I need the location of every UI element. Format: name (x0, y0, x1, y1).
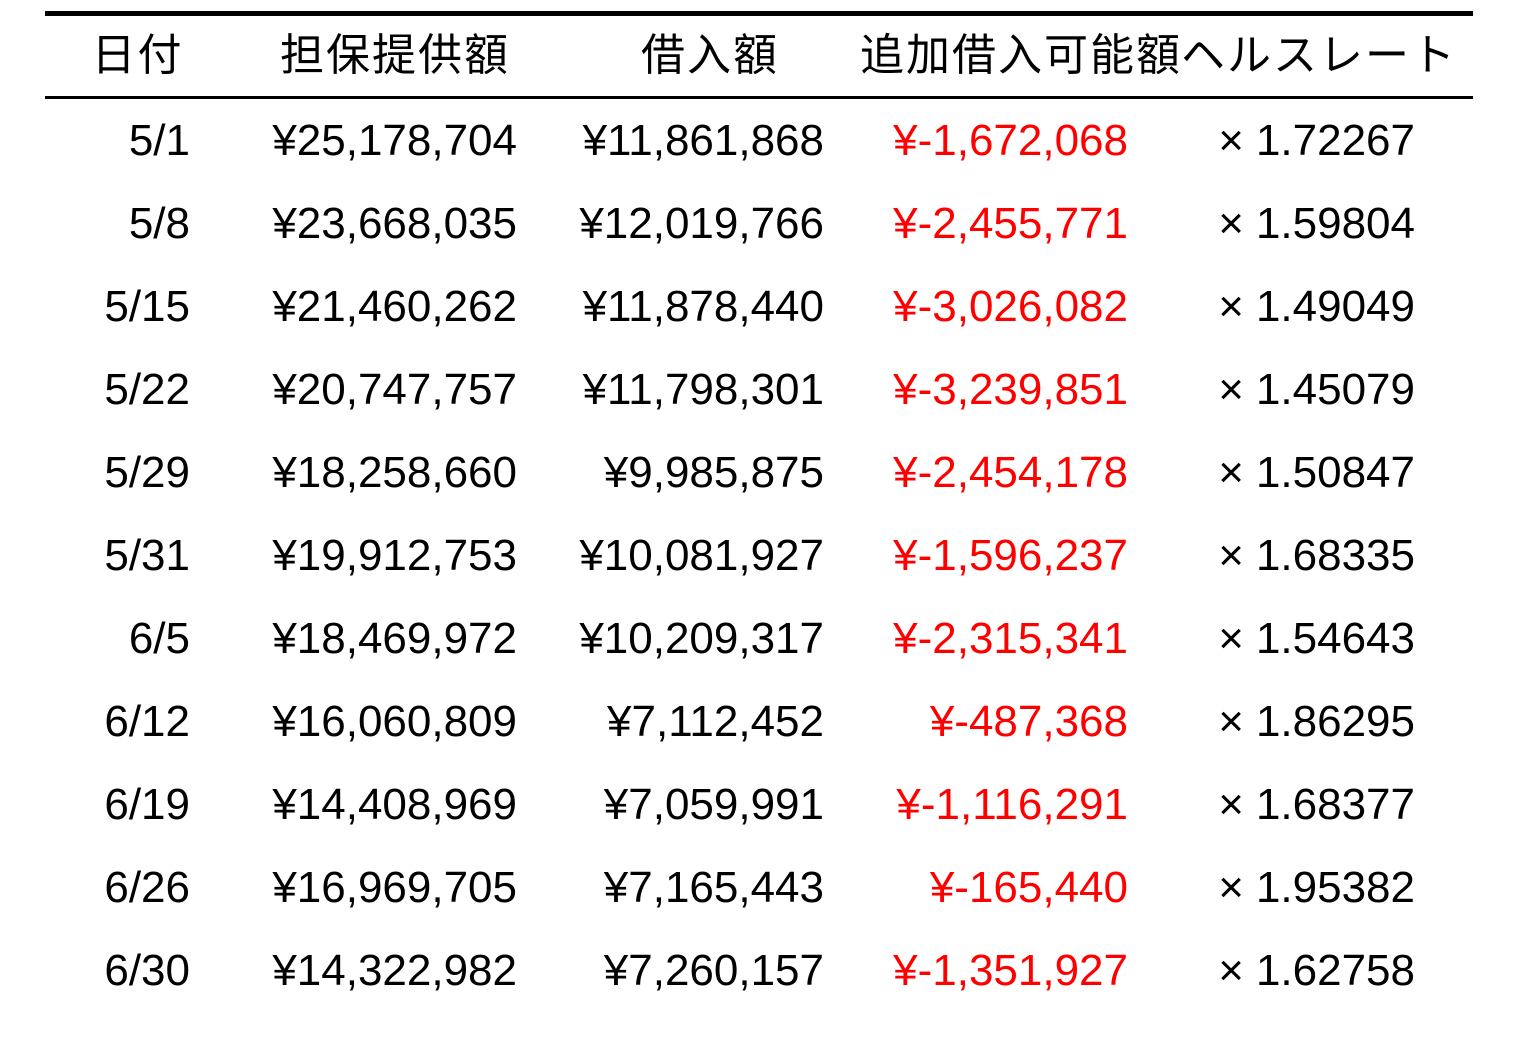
cell-borrowed: ¥7,260,157 (603, 945, 824, 995)
table-row: 6/30 ¥14,322,982 ¥7,260,157 ¥-1,351,927 × 1.6… (45, 929, 1473, 1012)
cell-collateral: ¥16,060,809 (272, 696, 517, 746)
cell-health: × 1.50847 (1165, 431, 1473, 514)
cell-date: 5/29 (104, 447, 190, 497)
multiply-icon: × (1218, 696, 1244, 746)
cell-additional: ¥-2,454,178 (893, 447, 1128, 497)
cell-date: 6/30 (104, 945, 190, 995)
cell-borrowed: ¥7,112,452 (607, 696, 824, 746)
cell-health: × 1.72267 (1165, 98, 1473, 183)
table-container: 日付 担保提供額 借入額 追加借入可能額 ヘルスレート 5/1 ¥25,178,704 ¥1… (45, 11, 1473, 1012)
cell-date: 6/5 (128, 613, 190, 663)
multiply-icon: × (1218, 862, 1244, 912)
cell-borrowed: ¥7,165,443 (603, 862, 824, 912)
cell-date: 6/12 (104, 696, 190, 746)
cell-health: × 1.59804 (1165, 182, 1473, 265)
column-header-date: 日付 (45, 13, 230, 99)
cell-collateral: ¥18,469,972 (272, 613, 517, 663)
cell-collateral: ¥16,969,705 (272, 862, 517, 912)
cell-date: 6/26 (104, 862, 190, 912)
cell-additional: ¥-2,315,341 (893, 613, 1128, 663)
cell-borrowed: ¥12,019,766 (579, 198, 824, 248)
cell-additional: ¥-487,368 (929, 696, 1128, 746)
table-row: 5/8 ¥23,668,035 ¥12,019,766 ¥-2,455,771 × 1.5… (45, 182, 1473, 265)
table-row: 6/5 ¥18,469,972 ¥10,209,317 ¥-2,315,341 × 1.5… (45, 597, 1473, 680)
cell-health: × 1.95382 (1165, 846, 1473, 929)
loan-health-table: 日付 担保提供額 借入額 追加借入可能額 ヘルスレート 5/1 ¥25,178,704 ¥1… (45, 11, 1473, 1012)
health-rate-value: 1.68335 (1255, 530, 1415, 580)
cell-date: 5/1 (128, 115, 190, 165)
cell-date: 5/31 (104, 530, 190, 580)
cell-health: × 1.62758 (1165, 929, 1473, 1012)
cell-collateral: ¥14,408,969 (272, 779, 517, 829)
table-row: 5/29 ¥18,258,660 ¥9,985,875 ¥-2,454,178 × 1.5… (45, 431, 1473, 514)
table-row: 6/12 ¥16,060,809 ¥7,112,452 ¥-487,368 × 1.862… (45, 680, 1473, 763)
health-rate-value: 1.59804 (1255, 198, 1415, 248)
multiply-icon: × (1218, 779, 1244, 829)
table-header: 日付 担保提供額 借入額 追加借入可能額 ヘルスレート (45, 13, 1473, 99)
cell-additional: ¥-1,351,927 (893, 945, 1128, 995)
multiply-icon: × (1218, 364, 1244, 414)
multiply-icon: × (1218, 447, 1244, 497)
cell-borrowed: ¥11,861,868 (582, 115, 824, 165)
cell-additional: ¥-1,116,291 (896, 779, 1128, 829)
cell-borrowed: ¥10,209,317 (579, 613, 824, 663)
cell-collateral: ¥23,668,035 (272, 198, 517, 248)
health-rate-value: 1.95382 (1255, 862, 1415, 912)
cell-additional: ¥-3,239,851 (893, 364, 1128, 414)
multiply-icon: × (1218, 115, 1244, 165)
cell-health: × 1.54643 (1165, 597, 1473, 680)
cell-date: 5/8 (128, 198, 190, 248)
cell-collateral: ¥25,178,704 (272, 115, 517, 165)
cell-borrowed: ¥7,059,991 (603, 779, 824, 829)
cell-borrowed: ¥11,878,440 (582, 281, 824, 331)
column-header-collateral: 担保提供額 (230, 13, 560, 99)
header-row: 日付 担保提供額 借入額 追加借入可能額 ヘルスレート (45, 13, 1473, 99)
cell-additional: ¥-165,440 (929, 862, 1128, 912)
table-row: 6/26 ¥16,969,705 ¥7,165,443 ¥-165,440 × 1.953… (45, 846, 1473, 929)
cell-collateral: ¥18,258,660 (272, 447, 517, 497)
multiply-icon: × (1218, 198, 1244, 248)
cell-collateral: ¥19,912,753 (272, 530, 517, 580)
health-rate-value: 1.54643 (1255, 613, 1415, 663)
cell-collateral: ¥14,322,982 (272, 945, 517, 995)
multiply-icon: × (1218, 530, 1244, 580)
table-row: 5/15 ¥21,460,262 ¥11,878,440 ¥-3,026,082 × 1.… (45, 265, 1473, 348)
cell-date: 6/19 (104, 779, 190, 829)
cell-health: × 1.68335 (1165, 514, 1473, 597)
cell-health: × 1.45079 (1165, 348, 1473, 431)
health-rate-value: 1.50847 (1255, 447, 1415, 497)
health-rate-value: 1.49049 (1255, 281, 1415, 331)
multiply-icon: × (1218, 613, 1244, 663)
cell-health: × 1.49049 (1165, 265, 1473, 348)
cell-additional: ¥-2,455,771 (893, 198, 1128, 248)
cell-additional: ¥-1,672,068 (893, 115, 1128, 165)
cell-additional: ¥-1,596,237 (893, 530, 1128, 580)
table-row: 5/22 ¥20,747,757 ¥11,798,301 ¥-3,239,851 × 1.… (45, 348, 1473, 431)
cell-collateral: ¥21,460,262 (272, 281, 517, 331)
multiply-icon: × (1218, 281, 1244, 331)
health-rate-value: 1.72267 (1255, 115, 1415, 165)
multiply-icon: × (1218, 945, 1244, 995)
cell-date: 5/15 (104, 281, 190, 331)
cell-borrowed: ¥9,985,875 (603, 447, 824, 497)
column-header-additional: 追加借入可能額 (860, 13, 1180, 99)
cell-collateral: ¥20,747,757 (272, 364, 517, 414)
table-row: 5/31 ¥19,912,753 ¥10,081,927 ¥-1,596,237 × 1.… (45, 514, 1473, 597)
cell-borrowed: ¥10,081,927 (579, 530, 824, 580)
health-rate-value: 1.68377 (1255, 779, 1415, 829)
cell-borrowed: ¥11,798,301 (582, 364, 824, 414)
cell-health: × 1.86295 (1165, 680, 1473, 763)
health-rate-value: 1.86295 (1255, 696, 1415, 746)
health-rate-value: 1.45079 (1255, 364, 1415, 414)
cell-date: 5/22 (104, 364, 190, 414)
table-row: 5/1 ¥25,178,704 ¥11,861,868 ¥-1,672,068 × 1.7… (45, 98, 1473, 183)
column-header-borrowed: 借入額 (560, 13, 860, 99)
cell-health: × 1.68377 (1165, 763, 1473, 846)
cell-additional: ¥-3,026,082 (893, 281, 1128, 331)
health-rate-value: 1.62758 (1255, 945, 1415, 995)
column-header-health: ヘルスレート (1165, 13, 1473, 99)
table-body: 5/1 ¥25,178,704 ¥11,861,868 ¥-1,672,068 × 1.7… (45, 98, 1473, 1013)
table-row: 6/19 ¥14,408,969 ¥7,059,991 ¥-1,116,291 × 1.6… (45, 763, 1473, 846)
